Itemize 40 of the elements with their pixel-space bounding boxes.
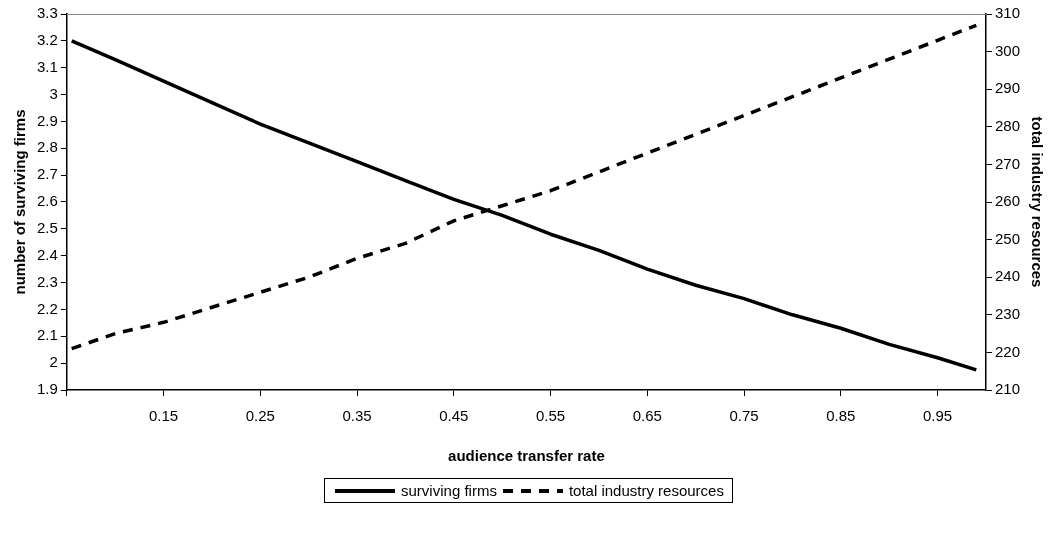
y-tick-label: 2.2 bbox=[36, 299, 58, 317]
y-tick-label: 2.7 bbox=[36, 165, 58, 183]
legend-label: surviving firms bbox=[401, 482, 497, 499]
x-tick-label: 0.35 bbox=[342, 407, 372, 425]
y-tick-label: 3.2 bbox=[36, 31, 58, 48]
y2-tick-label: 270 bbox=[994, 154, 1020, 172]
y-tick-label: 2.8 bbox=[36, 138, 58, 156]
x-tick-label: 0.65 bbox=[632, 407, 662, 425]
y2-tick-label: 290 bbox=[994, 79, 1020, 97]
y2-axis-title: total industry resources bbox=[1028, 116, 1046, 288]
y2-tick-label: 210 bbox=[994, 380, 1020, 398]
x-tick-label: 0.15 bbox=[149, 407, 179, 425]
y2-tick-label: 300 bbox=[994, 41, 1020, 59]
y2-tick-label: 280 bbox=[994, 116, 1020, 134]
x-tick-label: 0.45 bbox=[439, 407, 469, 425]
y-tick-label: 2.4 bbox=[36, 245, 58, 263]
y2-tick-label: 230 bbox=[994, 304, 1020, 322]
y-tick-label: 1.9 bbox=[36, 380, 58, 398]
y-tick-label: 3.1 bbox=[36, 57, 58, 75]
y2-tick-label: 310 bbox=[994, 4, 1020, 22]
x-axis-title: audience transfer rate bbox=[448, 447, 605, 465]
x-tick-label: 0.55 bbox=[536, 407, 566, 425]
y-axis-title: number of surviving firms bbox=[11, 109, 29, 295]
y2-tick-label: 220 bbox=[994, 342, 1020, 360]
y2-tick-label: 260 bbox=[994, 192, 1020, 210]
x-tick-label: 0.95 bbox=[923, 407, 953, 425]
x-tick-label: 0.75 bbox=[729, 407, 759, 425]
y-tick-label: 2 bbox=[49, 353, 58, 371]
x-tick-label: 0.25 bbox=[245, 407, 275, 425]
y-tick-label: 3 bbox=[49, 84, 58, 102]
y-tick-label: 2.9 bbox=[36, 111, 58, 129]
y-tick-label: 2.1 bbox=[36, 326, 58, 344]
y-tick-label: 3.3 bbox=[36, 4, 58, 22]
x-tick-label: 0.85 bbox=[826, 407, 856, 425]
legend-label: total industry resources bbox=[568, 482, 724, 499]
y-tick-label: 2.6 bbox=[36, 192, 58, 210]
y2-tick-label: 250 bbox=[994, 229, 1020, 247]
y-tick-label: 2.3 bbox=[36, 272, 58, 290]
y2-tick-label: 240 bbox=[994, 267, 1020, 285]
y-tick-label: 2.5 bbox=[36, 219, 58, 236]
